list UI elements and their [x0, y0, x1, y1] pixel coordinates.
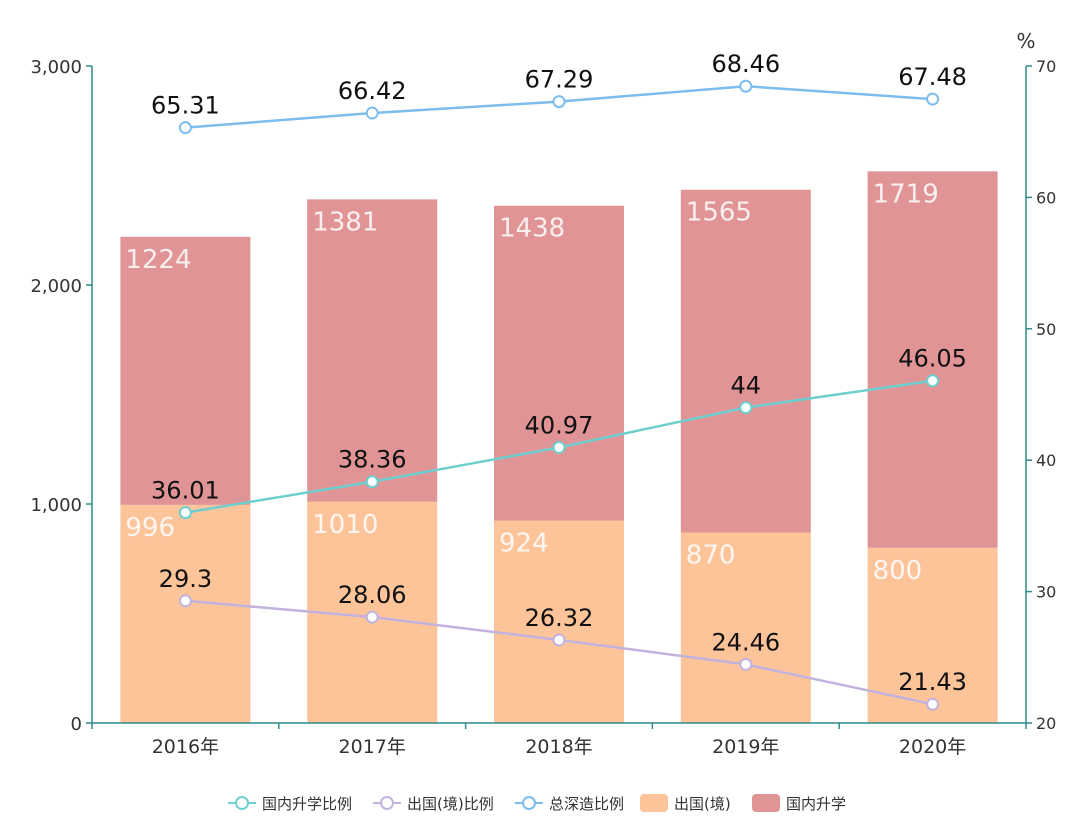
line-label-2-4: 67.48 [898, 63, 967, 91]
line-point-2-1 [365, 106, 379, 120]
legend-marker-2 [522, 796, 536, 810]
legend-label-3: 出国(境) [674, 795, 731, 813]
bar-label-domestic-4: 1719 [873, 179, 939, 209]
line-label-1-3: 24.46 [711, 628, 780, 656]
line-label-2-2: 67.29 [525, 66, 594, 94]
bar-abroad-3 [680, 532, 811, 723]
right-axis-unit: % [1016, 29, 1035, 53]
line-point-2-2 [552, 95, 566, 109]
line-point-1-1 [365, 610, 379, 624]
legend-label-1: 出国(境)比例 [407, 795, 494, 813]
line-label-0-1: 38.36 [338, 446, 407, 474]
bar-label-abroad-0: 996 [125, 513, 175, 543]
right-tick-label-1: 30 [1036, 583, 1056, 602]
bar-abroad-2 [494, 520, 624, 723]
right-tick-label-4: 60 [1036, 188, 1056, 207]
line-label-2-1: 66.42 [338, 77, 407, 105]
legend-label-4: 国内升学 [786, 795, 846, 813]
line-label-0-0: 36.01 [151, 477, 220, 505]
line-point-2-0 [178, 121, 192, 135]
legend-label-0: 国内升学比例 [262, 795, 352, 813]
right-tick-label-3: 50 [1036, 320, 1056, 339]
line-point-1-3 [739, 657, 753, 671]
legend-marker-0 [235, 796, 249, 810]
left-tick-label-1: 1,000 [30, 495, 82, 516]
line-point-0-4 [926, 374, 940, 388]
line-label-1-4: 21.43 [898, 668, 967, 696]
x-tick-label-3: 2019年 [712, 736, 779, 758]
line-point-2-3 [739, 79, 753, 93]
legend-label-2: 总深造比例 [549, 795, 624, 813]
line-label-0-4: 46.05 [898, 345, 967, 373]
left-tick-label-3: 3,000 [30, 57, 82, 78]
bar-label-domestic-1: 1381 [312, 207, 378, 237]
bar-abroad-0 [120, 504, 251, 723]
bar-label-domestic-2: 1438 [499, 214, 565, 244]
bar-label-domestic-0: 1224 [125, 245, 191, 275]
line-label-2-3: 68.46 [711, 50, 780, 78]
bar-domestic-1 [307, 199, 438, 502]
line-point-1-4 [926, 697, 940, 711]
bar-domestic-4 [867, 171, 998, 548]
line-point-2-4 [926, 92, 940, 106]
line-label-1-2: 26.32 [525, 604, 594, 632]
line-point-0-2 [552, 440, 566, 454]
right-tick-label-0: 20 [1036, 714, 1056, 733]
legend-swatch-3 [640, 794, 668, 812]
bar-domestic-2 [494, 205, 624, 521]
x-tick-label-1: 2017年 [339, 736, 406, 758]
line-point-0-1 [365, 475, 379, 489]
bar-domestic-0 [120, 236, 251, 505]
line-label-0-3: 44 [731, 372, 762, 400]
bar-label-abroad-2: 924 [499, 529, 549, 559]
left-tick-label-2: 2,000 [30, 276, 82, 297]
line-label-1-0: 29.3 [159, 565, 212, 593]
x-tick-label-2: 2018年 [525, 736, 592, 758]
bar-label-abroad-1: 1010 [312, 510, 378, 540]
x-tick-label-4: 2020年 [899, 736, 966, 758]
legend-swatch-4 [752, 794, 780, 812]
line-label-2-0: 65.31 [151, 92, 220, 120]
line-point-1-0 [178, 594, 192, 608]
bar-label-abroad-4: 800 [873, 556, 923, 586]
legend-marker-1 [380, 796, 394, 810]
line-point-1-2 [552, 633, 566, 647]
line-label-1-1: 28.06 [338, 581, 407, 609]
line-label-0-2: 40.97 [525, 411, 594, 439]
left-tick-label-0: 0 [71, 714, 82, 735]
right-tick-label-5: 70 [1036, 57, 1056, 76]
bar-domestic-3 [680, 189, 811, 533]
x-tick-label-0: 2016年 [152, 736, 219, 758]
bar-label-domestic-3: 1565 [686, 198, 752, 228]
line-point-0-0 [178, 506, 192, 520]
bar-label-abroad-3: 870 [686, 540, 736, 570]
line-point-0-3 [739, 401, 753, 415]
right-tick-label-2: 40 [1036, 451, 1056, 470]
